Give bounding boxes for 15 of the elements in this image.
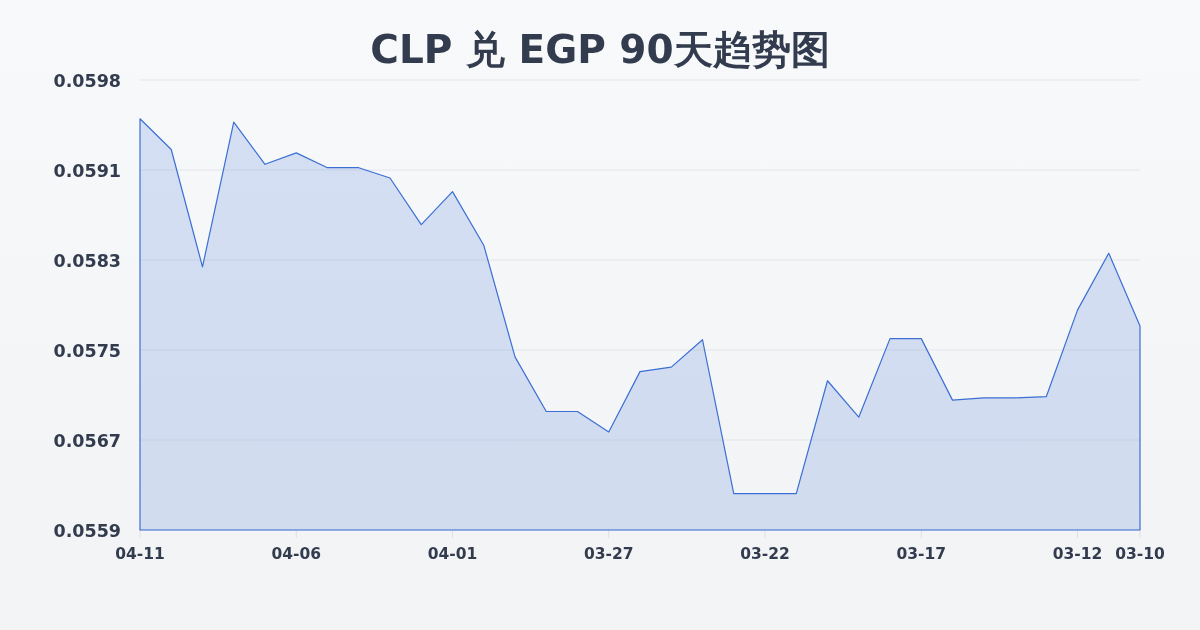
- y-tick-label: 0.0567: [53, 430, 121, 451]
- y-tick-label: 0.0591: [53, 160, 121, 181]
- x-tick-label: 04-01: [427, 545, 478, 563]
- x-tick-label: 03-12: [1052, 545, 1103, 563]
- y-tick-label: 0.0598: [53, 70, 121, 91]
- x-tick-label: 03-10: [1115, 545, 1165, 563]
- y-tick-label: 0.0575: [53, 340, 121, 361]
- y-tick-label: 0.0583: [53, 250, 121, 271]
- x-tick-label: 04-11: [115, 545, 165, 563]
- x-tick-label: 03-27: [583, 545, 634, 563]
- x-tick-label: 04-06: [271, 545, 322, 563]
- x-tick-label: 03-17: [896, 545, 947, 563]
- y-tick-label: 0.0559: [53, 520, 121, 541]
- title: CLP 兑 EGP 90天趋势图: [370, 27, 830, 72]
- x-tick-label: 03-22: [740, 545, 790, 563]
